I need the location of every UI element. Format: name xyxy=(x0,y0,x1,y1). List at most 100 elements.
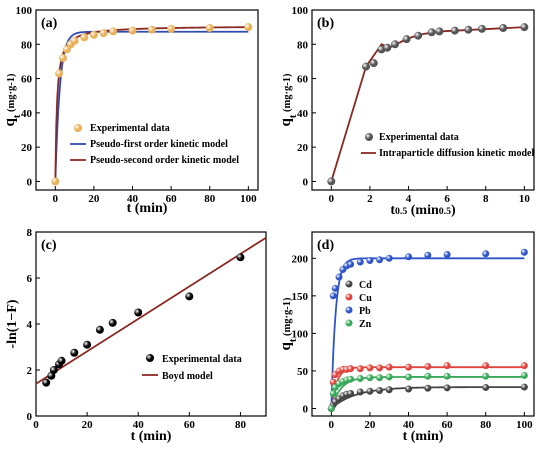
plot-frame xyxy=(35,9,259,191)
data-point xyxy=(427,28,436,37)
y-tick-label: 200 xyxy=(292,253,309,265)
data-point xyxy=(89,30,98,39)
data-point xyxy=(205,24,214,32)
legend-label-exp: Experimental data xyxy=(379,132,459,143)
data-point xyxy=(185,292,194,301)
x-tick-label: 40 xyxy=(133,419,145,431)
data-point-cu xyxy=(405,363,413,371)
data-point-cu xyxy=(385,363,393,371)
plot-frame xyxy=(311,231,535,417)
data-point-zn xyxy=(376,374,384,382)
legend-label-pb: Pb xyxy=(359,306,371,317)
data-point xyxy=(327,177,336,186)
data-point xyxy=(128,26,137,35)
data-point xyxy=(59,54,68,62)
x-tick-label: 40 xyxy=(127,193,139,205)
x-tick-label: 60 xyxy=(184,419,196,431)
data-point-zn xyxy=(482,372,490,380)
y-tick-label: 100 xyxy=(292,328,309,340)
data-point-zn xyxy=(347,375,355,383)
y-tick-label: 60 xyxy=(21,74,33,86)
x-tick-label: 40 xyxy=(403,419,415,431)
data-point-pb xyxy=(482,250,490,258)
data-point xyxy=(80,33,89,42)
data-point xyxy=(414,31,423,40)
data-point xyxy=(402,35,411,44)
data-point-cd xyxy=(405,385,413,393)
legend-marker-cu xyxy=(345,293,353,301)
data-point-zn xyxy=(327,404,335,412)
x-tick-label: 100 xyxy=(240,193,257,205)
x-tick-label: 8 xyxy=(483,193,489,205)
legend-marker-exp xyxy=(146,354,154,362)
y-tick-label: 20 xyxy=(297,142,309,154)
data-point xyxy=(57,356,66,365)
x-tick-label: 80 xyxy=(480,419,492,431)
x-tick-label: 0 xyxy=(33,419,39,431)
data-point xyxy=(383,43,392,52)
y-tick-label: 80 xyxy=(21,39,33,51)
legend-marker-pb xyxy=(345,306,353,314)
y-tick-label: 40 xyxy=(297,108,309,120)
y-tick-label: 80 xyxy=(297,39,309,51)
data-point-pb xyxy=(443,251,451,259)
data-point-zn xyxy=(329,389,337,397)
legend-marker-exp xyxy=(74,124,82,132)
data-point xyxy=(391,40,400,49)
data-point-cu xyxy=(356,365,364,373)
x-tick-label: 20 xyxy=(88,193,100,205)
data-point-cu xyxy=(424,362,432,370)
data-point-cu xyxy=(366,364,374,372)
legend-label-zn: Zn xyxy=(359,319,372,330)
data-point xyxy=(520,23,529,32)
y-tick-label: 50 xyxy=(297,366,309,378)
y-tick-label: 0 xyxy=(303,176,309,188)
plot-frame xyxy=(311,9,535,191)
data-point-pb xyxy=(356,258,364,266)
data-point-zn xyxy=(424,372,432,380)
data-point xyxy=(51,177,60,186)
data-point xyxy=(108,318,117,327)
x-tick-label: 80 xyxy=(235,419,247,431)
y-tick-label: 0 xyxy=(27,411,33,423)
x-axis-label: t (min) xyxy=(131,429,172,444)
data-point xyxy=(362,62,371,71)
y-tick-label: 100 xyxy=(16,5,33,17)
data-point-cd xyxy=(482,383,490,391)
x-axis-label: t0.5 (min0.5) xyxy=(390,203,456,218)
legend-marker-cd xyxy=(345,280,353,288)
y-tick-label: 150 xyxy=(292,291,309,303)
legend-label-cu: Cu xyxy=(359,293,372,304)
data-point-cd xyxy=(366,387,374,395)
x-axis-label: t (min) xyxy=(127,201,168,216)
data-point xyxy=(95,325,104,334)
y-tick-label: 4 xyxy=(27,319,33,331)
data-point-cu xyxy=(376,364,384,372)
data-point xyxy=(70,348,79,357)
data-point-cd xyxy=(376,386,384,394)
legend-label-line: Boyd model xyxy=(162,371,213,382)
data-point-zn xyxy=(385,373,393,381)
x-tick-label: 10 xyxy=(519,193,531,205)
legend-label-cd: Cd xyxy=(359,280,372,291)
data-point xyxy=(464,25,473,34)
legend-label-pso: Pseudo-second order kinetic model xyxy=(90,155,239,166)
data-point xyxy=(450,26,459,35)
panel-label: (c) xyxy=(41,238,57,253)
legend-label-exp: Experimental data xyxy=(162,354,242,365)
data-point xyxy=(499,24,508,32)
data-point-zn xyxy=(366,374,374,382)
x-tick-label: 20 xyxy=(364,419,376,431)
y-tick-label: 20 xyxy=(21,142,33,154)
legend-marker-zn xyxy=(345,319,353,327)
legend-label-exp: Experimental data xyxy=(90,123,170,134)
x-tick-label: 20 xyxy=(82,419,94,431)
data-point-cd xyxy=(424,384,432,392)
data-point-cu xyxy=(520,362,528,370)
y-tick-label: 6 xyxy=(27,273,33,285)
data-point xyxy=(167,24,176,33)
data-point-zn xyxy=(443,372,451,380)
data-point xyxy=(99,29,108,38)
data-point xyxy=(109,27,118,36)
